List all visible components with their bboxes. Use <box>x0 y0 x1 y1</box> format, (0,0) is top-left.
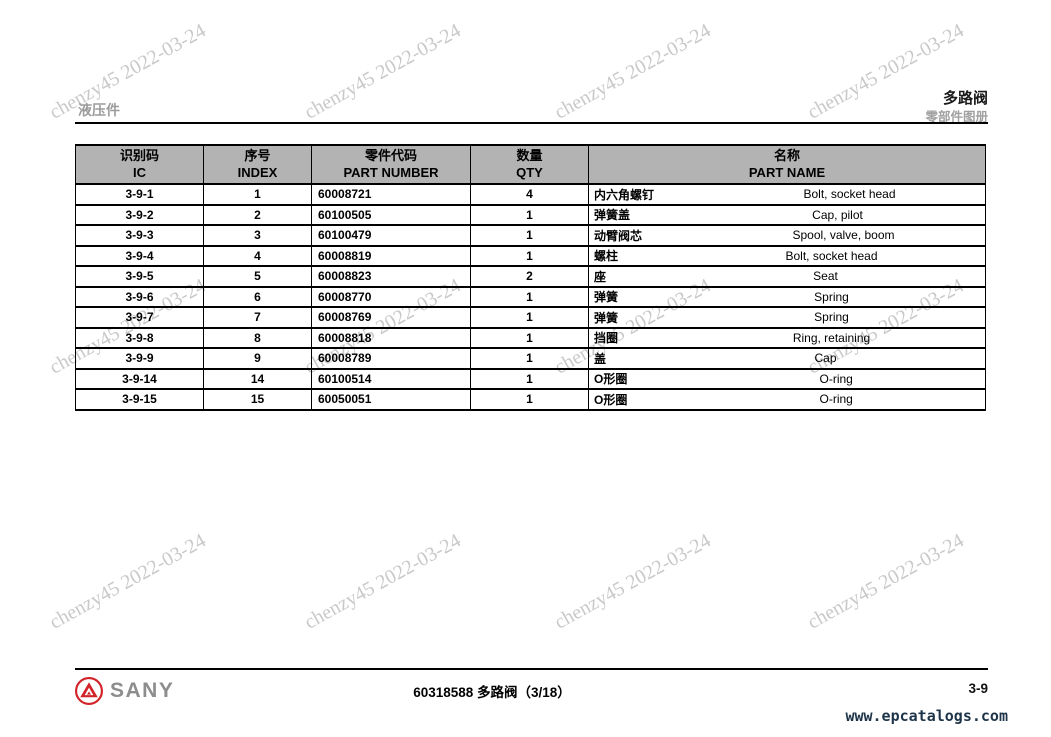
part-name-zh: 动臂阀芯 <box>594 228 643 243</box>
col-header-part-name: 名称 PART NAME <box>588 144 986 185</box>
cell-ic: 3-9-15 <box>75 388 204 411</box>
cell-part-name: 弹簧 Spring <box>588 285 986 308</box>
col-header-index: 序号 INDEX <box>203 144 312 185</box>
sany-logo: SANY <box>74 676 174 706</box>
col-header-qty-en: QTY <box>516 164 543 180</box>
part-name-en: Cap, pilot <box>812 207 863 222</box>
table-row: 3-9-9 9 60008789 1 盖 Cap <box>75 347 986 370</box>
table-row: 3-9-6 6 60008770 1 弹簧 Spring <box>75 285 986 308</box>
part-name-zh: O形圈 <box>594 392 628 407</box>
sany-emblem-icon <box>75 677 103 705</box>
footer-rule <box>75 668 988 670</box>
part-name-zh: 座 <box>594 269 607 284</box>
col-header-part-name-zh: 名称 <box>773 148 800 164</box>
col-header-part-number-en: PART NUMBER <box>343 164 439 180</box>
col-header-qty: 数量 QTY <box>470 144 589 185</box>
part-name-zh: 挡圈 <box>594 331 619 346</box>
part-name-en: Bolt, socket head <box>803 187 896 202</box>
col-header-index-en: INDEX <box>237 164 278 180</box>
cell-part-name: O形圈 O-ring <box>588 388 986 411</box>
cell-index: 15 <box>203 388 312 411</box>
col-header-qty-zh: 数量 <box>516 148 543 164</box>
part-name-en: Cap <box>814 351 837 366</box>
page-title: 多路阀 <box>942 90 988 107</box>
part-name-en: O-ring <box>819 371 853 386</box>
header-rule <box>75 122 988 124</box>
col-header-index-zh: 序号 <box>244 148 271 164</box>
col-header-part-number-zh: 零件代码 <box>364 148 417 164</box>
col-header-ic-en: IC <box>133 164 146 180</box>
table-row: 3-9-7 7 60008769 1 弹簧 Spring <box>75 306 986 329</box>
part-name-en: Spring <box>814 310 849 325</box>
part-name-en: O-ring <box>819 392 853 407</box>
col-header-part-number: 零件代码 PART NUMBER <box>311 144 471 185</box>
part-name-en: Seat <box>813 269 838 284</box>
part-name-zh: 内六角螺钉 <box>594 187 655 202</box>
table-row: 3-9-3 3 60100479 1 动臂阀芯 Spool, valve, boo… <box>75 224 986 247</box>
page-number: 3-9 <box>968 681 988 696</box>
part-name-zh: 弹簧 <box>594 290 619 305</box>
part-name-zh: O形圈 <box>594 372 628 387</box>
part-name-zh: 弹簧 <box>594 310 619 325</box>
brand-name: SANY <box>110 679 175 702</box>
website-link[interactable]: www.epcatalogs.com <box>845 707 1008 725</box>
table-row: 3-9-1 1 60008721 4 内六角螺钉 Bolt, socket hea… <box>75 183 986 206</box>
doc-title: 60318588 多路阀（3/18） <box>413 685 571 700</box>
table-row: 3-9-15 15 60050051 1 O形圈 O-ring <box>75 388 986 411</box>
cell-part-number: 60008721 <box>311 183 471 206</box>
section-label: 液压件 <box>78 102 120 118</box>
col-header-part-name-en: PART NAME <box>748 164 826 180</box>
page-subtitle: 零部件图册 <box>925 110 988 124</box>
part-name-zh: 盖 <box>594 351 607 366</box>
table-header-row: 识别码 IC 序号 INDEX 零件代码 PART NUMBER 数量 QTY <box>75 144 986 185</box>
part-name-zh: 弹簧盖 <box>594 208 631 223</box>
col-header-ic: 识别码 IC <box>75 144 204 185</box>
parts-table: 识别码 IC 序号 INDEX 零件代码 PART NUMBER 数量 QTY <box>75 144 986 411</box>
part-name-en: Spring <box>814 289 849 304</box>
cell-part-number: 60050051 <box>311 388 471 411</box>
col-header-ic-zh: 识别码 <box>119 148 159 164</box>
part-name-zh: 螺柱 <box>594 249 619 264</box>
part-name-en: Spool, valve, boom <box>792 228 895 243</box>
parts-table-wrap: 识别码 IC 序号 INDEX 零件代码 PART NUMBER 数量 QTY <box>75 144 986 411</box>
part-name-en: Bolt, socket head <box>785 248 878 263</box>
part-name-en: Ring, retaining <box>792 330 871 345</box>
